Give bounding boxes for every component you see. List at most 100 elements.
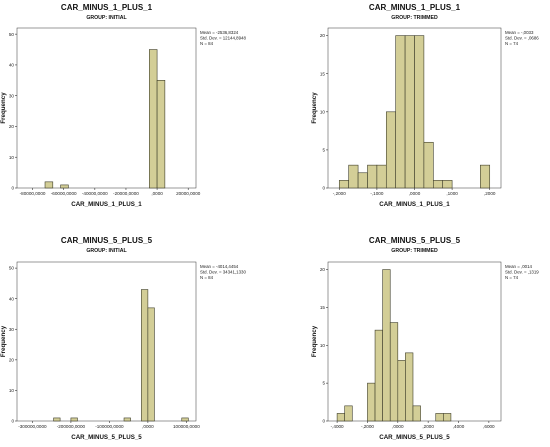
y-tick-label: 5 xyxy=(322,381,325,386)
histogram-bar xyxy=(149,49,158,189)
x-tick-label: -60000,0000 xyxy=(51,191,77,196)
y-tick-label: 40 xyxy=(9,63,15,68)
x-tick-label: ,0000 xyxy=(151,191,163,196)
x-tick-label: -40000,0000 xyxy=(82,191,108,196)
y-axis-label: Frequency xyxy=(0,92,7,124)
chart-subtitle: GROUP: TRIMMED xyxy=(391,248,438,254)
histogram-bar xyxy=(404,35,415,189)
histogram-bar xyxy=(344,405,353,422)
stats-line: N = 84 xyxy=(200,41,214,46)
x-tick-label: 20000,0000 xyxy=(176,191,201,196)
x-tick-label: -,1000 xyxy=(370,191,383,196)
x-tick-label: -300000,0000 xyxy=(18,424,47,429)
y-tick-label: 30 xyxy=(9,327,15,332)
chart-subtitle: GROUP: INITIAL xyxy=(86,248,127,254)
y-tick-label: 10 xyxy=(9,388,15,393)
histogram-bar xyxy=(433,180,444,189)
x-axis-label: CAR_MINUS_1_PLUS_1 xyxy=(379,201,450,208)
histogram-bar xyxy=(423,141,434,189)
histogram-bar xyxy=(389,322,399,422)
y-tick-label: 30 xyxy=(9,93,15,98)
histogram-bar xyxy=(141,289,149,422)
x-tick-label: ,2000 xyxy=(422,424,434,429)
histogram-bar xyxy=(123,417,131,422)
stats-line: Std. Dev. = ,0686 xyxy=(505,35,539,40)
stats-line: Std. Dev. = 12144,8948 xyxy=(200,35,246,40)
chart-subtitle: GROUP: INITIAL xyxy=(86,15,127,21)
y-tick-label: 20 xyxy=(9,124,15,129)
chart-subtitle: GROUP: TRIMMED xyxy=(391,15,438,21)
histogram-bar xyxy=(338,180,349,189)
y-axis-label: Frequency xyxy=(311,325,318,357)
plot-frame xyxy=(327,261,502,422)
histogram-bar xyxy=(44,181,54,189)
x-tick-label: -,2000 xyxy=(361,424,374,429)
histogram-bar xyxy=(181,417,189,422)
y-tick-label: 5 xyxy=(322,148,325,153)
histogram-panel-1: CAR_MINUS_1_PLUS_1 GROUP: INITIAL 0 10 20 30 4… xyxy=(0,3,246,208)
chart-title: CAR_MINUS_1_PLUS_1 xyxy=(369,3,461,12)
histogram-bar xyxy=(367,164,378,189)
y-tick-label: 15 xyxy=(320,71,326,76)
x-tick-label: -,2000 xyxy=(333,191,346,196)
chart-title: CAR_MINUS_5_PLUS_5 xyxy=(369,236,461,245)
histogram-bar xyxy=(367,382,376,422)
stats-line: N = 74 xyxy=(505,275,519,280)
y-tick-label: 0 xyxy=(322,419,325,424)
x-tick-label: ,1000 xyxy=(446,191,458,196)
y-axis-label: Frequency xyxy=(0,325,7,357)
y-tick-label: 0 xyxy=(11,419,14,424)
x-tick-label: -20000,0000 xyxy=(113,191,139,196)
histogram-bar xyxy=(435,413,444,422)
histogram-bar xyxy=(156,80,166,189)
y-tick-label: 10 xyxy=(9,155,15,160)
stats-line: Mean = ,0014 xyxy=(505,264,533,269)
histogram-bar xyxy=(70,417,78,422)
y-tick-label: 20 xyxy=(320,33,326,38)
stats-line: N = 84 xyxy=(200,275,214,280)
histogram-bar xyxy=(480,164,491,189)
histogram-bar xyxy=(395,35,406,189)
y-tick-label: 10 xyxy=(320,343,326,348)
stats-line: Mean = -2536,8324 xyxy=(200,30,239,35)
x-tick-label: ,6000 xyxy=(483,424,495,429)
x-tick-label: -100000,0000 xyxy=(95,424,124,429)
x-tick-label: 100000,0000 xyxy=(173,424,200,429)
y-tick-label: 50 xyxy=(9,266,15,271)
histogram-bar xyxy=(357,172,368,189)
stats-line: Mean = -,0033 xyxy=(505,30,534,35)
x-tick-label: ,2000 xyxy=(484,191,496,196)
x-tick-label: ,0000 xyxy=(142,424,154,429)
x-tick-label: ,4000 xyxy=(453,424,465,429)
x-axis-label: CAR_MINUS_5_PLUS_5 xyxy=(379,434,450,441)
y-tick-label: 20 xyxy=(320,267,326,272)
y-tick-label: 40 xyxy=(9,296,15,301)
x-axis-label: CAR_MINUS_5_PLUS_5 xyxy=(71,434,142,441)
histogram-bar xyxy=(60,184,69,189)
plot-frame xyxy=(16,27,197,189)
histogram-bar xyxy=(405,352,414,422)
chart-title: CAR_MINUS_5_PLUS_5 xyxy=(61,236,153,245)
histogram-bar xyxy=(397,360,406,422)
histogram-bar xyxy=(443,413,452,422)
x-tick-label: -,4000 xyxy=(331,424,344,429)
x-tick-label: ,0000 xyxy=(392,424,404,429)
y-tick-label: 0 xyxy=(322,186,325,191)
histogram-bar xyxy=(414,35,425,189)
stats-line: Std. Dev. = ,1319 xyxy=(505,269,539,274)
y-axis-label: Frequency xyxy=(311,92,318,124)
x-tick-label: -80000,0000 xyxy=(20,191,46,196)
histogram-bar xyxy=(374,329,383,422)
x-tick-label: ,0000 xyxy=(409,191,421,196)
stats-line: Std. Dev. = 34341,1330 xyxy=(200,269,246,274)
histogram-panel-3: CAR_MINUS_5_PLUS_5 GROUP: INITIAL 0 10 20 30 4… xyxy=(0,236,246,441)
x-axis-label: CAR_MINUS_1_PLUS_1 xyxy=(71,201,142,208)
histogram-bar xyxy=(412,405,421,422)
plot-frame xyxy=(16,261,197,422)
histogram-bar xyxy=(336,413,345,422)
y-tick-label: 15 xyxy=(320,305,326,310)
y-tick-label: 10 xyxy=(320,109,326,114)
histogram-bar xyxy=(376,164,387,189)
histogram-bar xyxy=(53,417,61,422)
